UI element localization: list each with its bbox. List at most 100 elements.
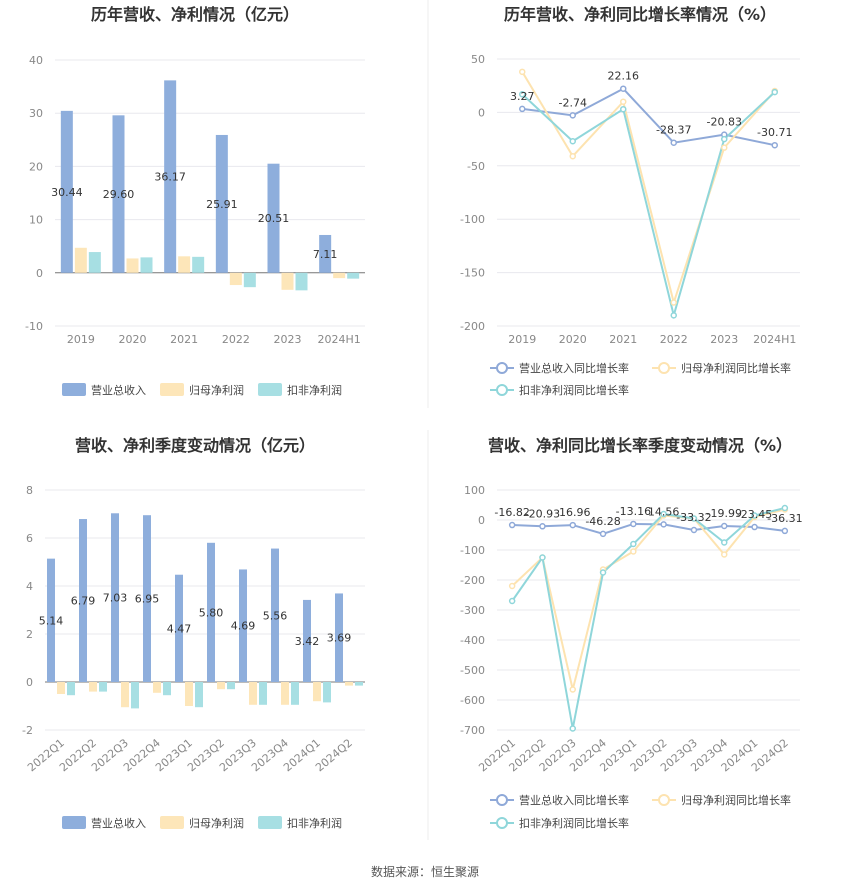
point-net-profit: [721, 144, 728, 151]
data-label: 36.17: [154, 171, 186, 184]
x-tick-label: 2020: [119, 333, 147, 346]
y-tick-label: -200: [460, 574, 485, 587]
point-deducted-profit: [599, 569, 607, 576]
bar-deducted-profit: [88, 252, 101, 273]
y-tick-label: -400: [460, 634, 485, 647]
data-label: 20.51: [258, 212, 290, 225]
bar-net-profit: [178, 256, 191, 273]
bar-net-profit: [281, 682, 289, 705]
point-revenue: [508, 521, 516, 529]
bar-deducted-profit: [140, 257, 153, 273]
point-deducted-profit: [620, 105, 627, 113]
legend-label: 归母净利润同比增长率: [681, 793, 791, 807]
data-label: 6.95: [135, 593, 160, 606]
data-label: -2.74: [559, 96, 587, 109]
x-tick-label: 2024H1: [753, 333, 796, 346]
y-tick-label: -200: [460, 320, 485, 333]
data-label: 22.16: [608, 70, 640, 83]
bar-deducted-profit: [259, 682, 267, 705]
bar-deducted-profit: [131, 682, 139, 709]
y-tick-label: 40: [29, 54, 43, 67]
point-revenue: [781, 527, 789, 535]
data-label: -28.37: [656, 124, 691, 137]
line-deducted-profit: [521, 91, 776, 320]
chart-title: 历年营收、净利情况（亿元）: [91, 5, 299, 24]
x-tick-label: 2021: [609, 333, 637, 346]
point-revenue: [751, 523, 758, 531]
data-label: 7.03: [103, 592, 128, 605]
legend-swatch-deducted-profit: [258, 383, 282, 396]
legend-swatch-deducted-profit: [258, 816, 282, 829]
x-tick-label: 2024H1: [318, 333, 361, 346]
bar-deducted-profit: [243, 272, 256, 288]
legend-label: 扣非净利润同比增长率: [519, 383, 629, 397]
line-net-profit: [521, 71, 776, 307]
point-revenue: [620, 85, 627, 92]
y-tick-label: 6: [26, 532, 33, 545]
y-tick-label: -600: [460, 694, 485, 707]
legend-marker-revenue: [496, 362, 508, 374]
point-deducted-profit: [539, 554, 546, 561]
point-net-profit: [670, 299, 677, 306]
bar-revenue: [79, 519, 87, 682]
point-revenue: [670, 139, 677, 146]
legend-label: 营业总收入: [91, 816, 146, 830]
bar-deducted-profit: [347, 272, 360, 279]
x-tick-label: 2024Q2: [313, 736, 355, 774]
y-tick-label: 0: [478, 106, 485, 119]
bar-deducted-profit: [99, 682, 107, 692]
point-deducted-profit: [751, 512, 758, 519]
point-deducted-profit: [569, 137, 576, 145]
line-deducted-profit: [511, 507, 786, 729]
legend-label: 营业总收入同比增长率: [519, 793, 629, 807]
bar-net-profit: [345, 682, 353, 686]
x-tick-label: 2022: [222, 333, 250, 346]
point-net-profit: [519, 68, 526, 76]
y-tick-label: -100: [460, 213, 485, 226]
point-deducted-profit: [721, 135, 728, 143]
legend-marker-net-profit: [658, 362, 670, 374]
data-label: 3.42: [295, 635, 320, 648]
bar-revenue: [111, 513, 119, 682]
legend-label: 归母净利润: [189, 383, 244, 397]
x-tick-label: 2023: [710, 333, 738, 346]
bar-net-profit: [57, 682, 65, 694]
data-source: 数据来源：恒生聚源: [371, 864, 479, 879]
point-deducted-profit: [690, 515, 698, 522]
data-label: -20.83: [707, 116, 742, 129]
data-label: -46.28: [585, 515, 620, 528]
quarterly-revenue-profit-chart: 营收、净利季度变动情况（亿元）-2024682022Q12022Q22022Q3…: [22, 436, 365, 830]
legend-label: 扣非净利润: [287, 383, 342, 397]
point-revenue: [539, 523, 546, 530]
point-deducted-profit: [519, 90, 526, 98]
y-tick-label: -150: [460, 267, 485, 280]
point-revenue: [660, 521, 667, 528]
bar-revenue: [143, 515, 151, 682]
bar-deducted-profit: [295, 272, 308, 291]
data-label: -23.45: [737, 508, 772, 521]
data-label: -20.93: [525, 507, 560, 520]
legend-swatch-net-profit: [160, 383, 184, 396]
point-revenue: [569, 112, 576, 119]
data-label: 6.79: [71, 595, 96, 608]
data-label: 3.69: [327, 632, 352, 645]
data-label: -33.32: [676, 511, 711, 524]
bar-revenue: [164, 80, 177, 273]
data-label: 14.56: [648, 505, 680, 518]
bar-net-profit: [313, 682, 321, 702]
point-deducted-profit: [660, 510, 667, 518]
bar-revenue: [319, 234, 332, 273]
point-net-profit: [569, 686, 576, 693]
legend-label: 归母净利润同比增长率: [681, 361, 791, 375]
x-tick-label: 2023: [274, 333, 302, 346]
y-tick-label: 2: [26, 628, 33, 641]
data-label: 30.44: [51, 186, 83, 199]
point-revenue: [599, 530, 607, 538]
legend-swatch-net-profit: [160, 816, 184, 829]
bar-net-profit: [217, 682, 225, 690]
y-tick-label: 0: [36, 267, 43, 280]
annual-revenue-profit-chart: 历年营收、净利情况（亿元） -10 0 10 20 30 40 2019 2020 2021 202…: [25, 5, 365, 397]
bar-revenue: [207, 542, 215, 682]
legend-label: 扣非净利润: [287, 816, 342, 830]
data-label: 4.69: [231, 620, 256, 633]
